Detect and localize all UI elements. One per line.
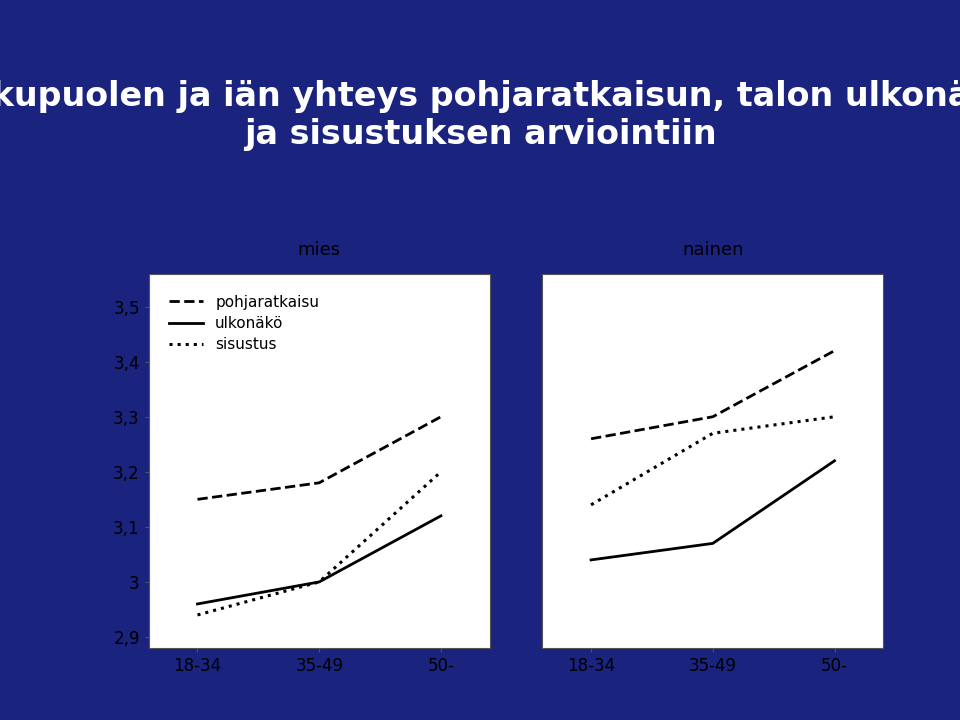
Text: nainen: nainen — [682, 240, 744, 258]
Text: Sukupuolen ja iän yhteys pohjaratkaisun, talon ulkonäön
ja sisustuksen arviointi: Sukupuolen ja iän yhteys pohjaratkaisun,… — [0, 80, 960, 150]
Text: mies: mies — [298, 240, 341, 258]
Legend: pohjaratkaisu, ulkonäkö, sisustus: pohjaratkaisu, ulkonäkö, sisustus — [163, 289, 325, 358]
